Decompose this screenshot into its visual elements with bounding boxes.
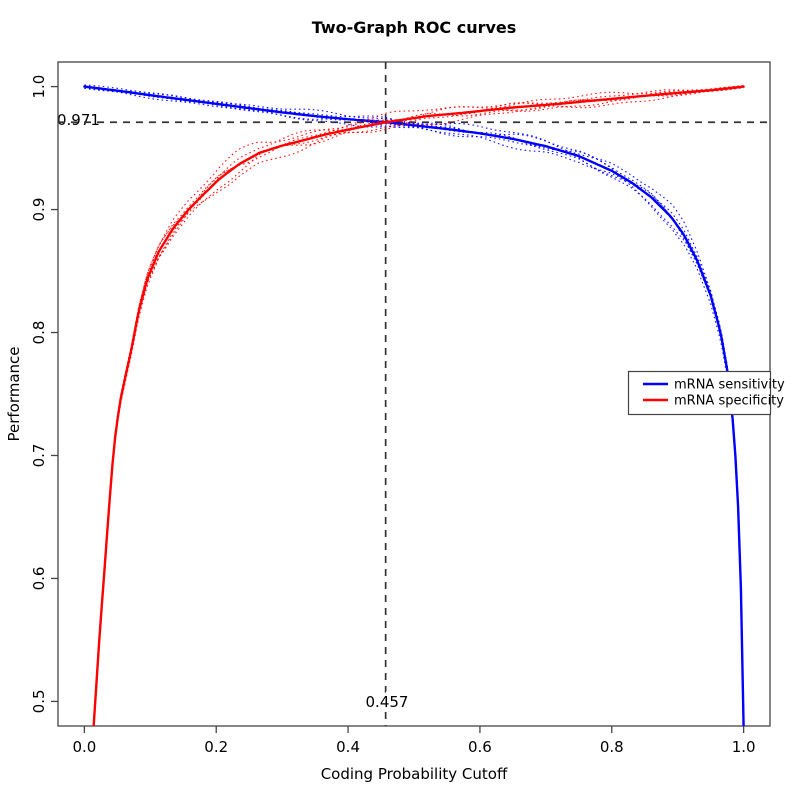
sensitivity-band-replicate (84, 84, 745, 726)
vline-cutoff-label: 0.457 (366, 693, 409, 711)
y-tick-label: 1.0 (30, 75, 48, 99)
x-tick-label: 0.4 (336, 738, 360, 756)
chart-title: Two-Graph ROC curves (312, 18, 517, 37)
legend-label-sensitivity: mRNA sensitivity (674, 378, 785, 393)
y-tick-label: 0.5 (30, 689, 48, 713)
specificity-band-replicate (93, 86, 744, 726)
legend-label-specificity: mRNA specificity (674, 394, 784, 409)
reference-lines-layer (58, 62, 770, 726)
x-tick-label: 0.2 (204, 738, 228, 756)
legend-box (627, 370, 772, 416)
legend: mRNA sensitivity mRNA specificity (627, 370, 785, 416)
axes-layer: 0.0 0.2 0.4 0.6 0.8 1.0 0.5 0.6 0.7 0.8 0.9 1.0 (30, 61, 771, 756)
x-tick-label: 0.6 (468, 738, 492, 756)
y-axis-title: Performance (5, 346, 23, 441)
x-tick-label: 1.0 (732, 738, 756, 756)
hline-threshold-label: 0.971 (57, 111, 100, 129)
y-tick-label: 0.9 (30, 198, 48, 222)
x-axis-title: Coding Probability Cutoff (321, 765, 508, 783)
x-tick-label: 0.8 (600, 738, 624, 756)
specificity-curve (92, 85, 745, 726)
specificity-band-replicate (93, 84, 744, 725)
curves-layer (83, 84, 745, 726)
y-tick-label: 0.8 (30, 321, 48, 345)
y-tick-label: 0.7 (30, 444, 48, 468)
sensitivity-curve (83, 85, 745, 726)
y-tick-label: 0.6 (30, 567, 48, 591)
x-tick-label: 0.0 (72, 738, 96, 756)
